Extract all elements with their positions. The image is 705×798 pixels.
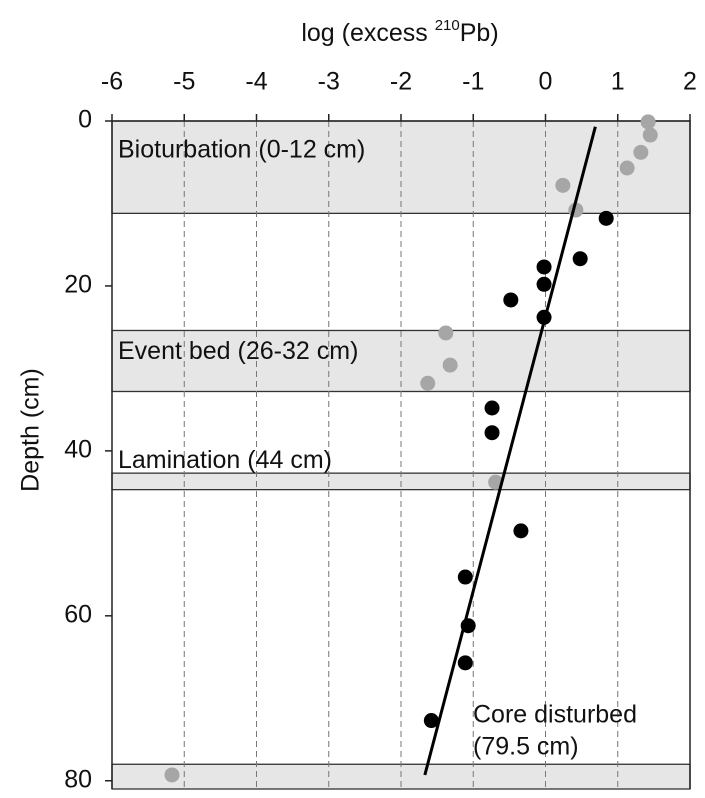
band-label: Bioturbation (0-12 cm) [118, 136, 365, 164]
x-tick-label: -5 [173, 68, 195, 96]
point [513, 523, 529, 539]
point [164, 767, 180, 783]
y-axis-label: Depth (cm) [17, 368, 45, 492]
point [484, 400, 500, 416]
y-tick-label: 0 [78, 106, 92, 134]
point [619, 160, 635, 176]
x-tick-label: -4 [245, 68, 267, 96]
y-tick-label: 40 [64, 435, 92, 463]
point [536, 276, 552, 292]
point [633, 144, 649, 160]
annotation: Core disturbed [473, 701, 637, 729]
point [442, 357, 458, 373]
y-tick-label: 60 [64, 600, 92, 628]
band-label: Lamination (44 cm) [118, 446, 332, 474]
y-tick-label: 20 [64, 271, 92, 299]
point [536, 259, 552, 275]
y-tick-label: 80 [64, 765, 92, 793]
x-axis-label-superscript: 210 [435, 17, 460, 34]
x-tick-label: -6 [101, 68, 123, 96]
band-label: Event bed (26-32 cm) [118, 337, 358, 365]
point [423, 713, 439, 729]
x-axis-label-text: log (excess [301, 19, 434, 47]
point [420, 375, 436, 391]
point [438, 325, 454, 341]
annotation: (79.5 cm) [473, 733, 579, 761]
point [484, 425, 500, 441]
point [555, 177, 571, 193]
x-tick-label: 2 [683, 68, 697, 96]
x-axis-label-after: Pb) [460, 19, 499, 47]
x-tick-label: -2 [390, 68, 412, 96]
point [598, 210, 614, 226]
point [642, 127, 658, 143]
x-tick-label: -1 [462, 68, 484, 96]
x-tick-label: -3 [318, 68, 340, 96]
fit-line [423, 126, 597, 776]
x-tick-label: 0 [539, 68, 553, 96]
point [640, 114, 656, 130]
point [572, 251, 588, 267]
point [457, 655, 473, 671]
point [457, 569, 473, 585]
x-axis-label: log (excess 210Pb) [301, 17, 498, 47]
point [503, 292, 519, 308]
axis-frame [111, 120, 691, 789]
x-tick-label: 1 [611, 68, 625, 96]
